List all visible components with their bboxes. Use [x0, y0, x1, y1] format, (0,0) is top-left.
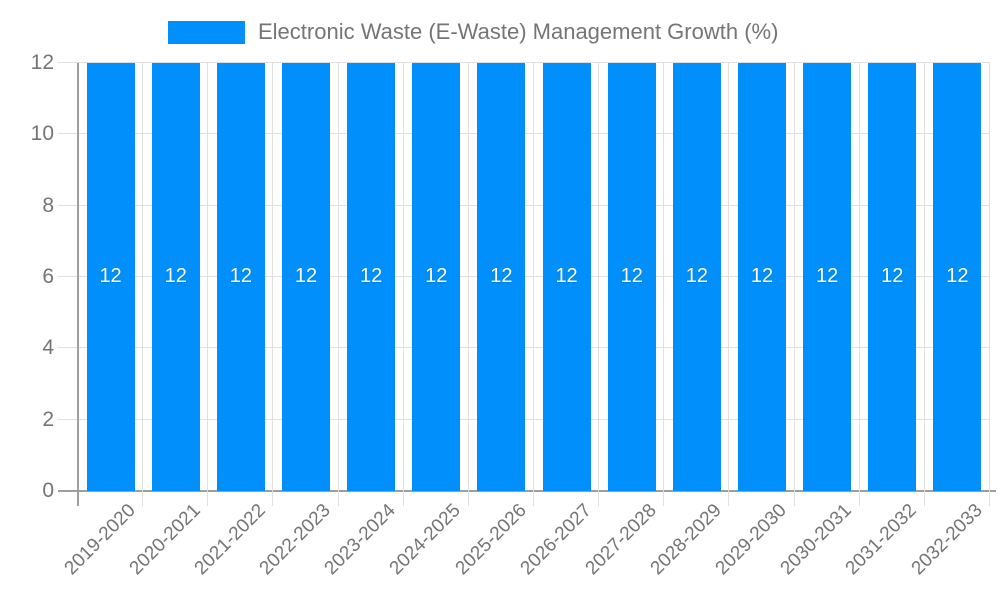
vertical-gridline — [923, 63, 925, 506]
bar[interactable]: 12 — [672, 63, 721, 491]
bar[interactable]: 12 — [738, 63, 786, 491]
vertical-gridline — [793, 63, 795, 506]
x-axis-tick-label: 2032-2033 — [907, 500, 987, 580]
bar-value-label: 12 — [881, 265, 904, 287]
vertical-gridline — [402, 63, 404, 506]
chart-legend[interactable]: Electronic Waste (E-Waste) Management Gr… — [168, 18, 778, 46]
bar-value-label: 12 — [750, 265, 774, 287]
bar[interactable]: 12 — [803, 63, 852, 491]
x-axis-tick-label: 2025-2026 — [451, 500, 531, 580]
bar[interactable]: 12 — [477, 63, 526, 491]
bar-value-label: 12 — [816, 265, 839, 287]
x-axis-tick-label: 2019-2020 — [60, 500, 140, 580]
vertical-gridline — [989, 63, 990, 506]
vertical-gridline — [858, 63, 860, 506]
bar-value-label: 12 — [685, 265, 708, 287]
bar[interactable]: 12 — [151, 63, 200, 491]
bar-value-label: 12 — [164, 265, 187, 287]
bar[interactable]: 12 — [868, 63, 917, 491]
legend-label: Electronic Waste (E-Waste) Management Gr… — [258, 19, 779, 44]
y-axis-tick-label: 8 — [42, 193, 54, 217]
vertical-gridline — [663, 63, 665, 506]
vertical-gridline — [272, 63, 274, 506]
vertical-gridline — [207, 63, 209, 506]
x-axis-line — [58, 490, 996, 492]
bar[interactable]: 12 — [607, 63, 656, 491]
vertical-gridline — [142, 63, 144, 506]
bar-value-label: 12 — [490, 265, 513, 287]
bar[interactable]: 12 — [933, 63, 982, 491]
bar[interactable]: 12 — [282, 63, 330, 491]
bar-value-label: 12 — [946, 265, 969, 287]
horizontal-gridline — [58, 62, 990, 63]
legend-swatch-icon — [168, 20, 245, 44]
bar-value-label: 12 — [229, 265, 252, 287]
vertical-gridline — [467, 63, 469, 506]
y-axis-tick-label: 4 — [42, 336, 54, 360]
bar[interactable]: 12 — [86, 63, 135, 491]
bar[interactable]: 12 — [347, 63, 396, 491]
bar[interactable]: 12 — [216, 63, 265, 491]
vertical-gridline — [337, 63, 339, 506]
vertical-gridline — [533, 63, 534, 506]
bar-value-label: 12 — [360, 265, 383, 287]
y-axis-tick-label: 12 — [30, 51, 54, 74]
y-axis-tick-label: 0 — [42, 479, 54, 502]
bar-value-label: 12 — [294, 265, 318, 287]
y-axis-tick-label: 2 — [42, 407, 54, 431]
y-axis-line — [77, 63, 79, 506]
bar-value-label: 12 — [99, 265, 122, 287]
vertical-gridline — [598, 63, 600, 506]
bar[interactable]: 12 — [412, 63, 461, 491]
bar[interactable]: 12 — [542, 63, 591, 491]
bar-value-label: 12 — [555, 265, 578, 287]
x-axis-tick-label: 2031-2032 — [842, 500, 922, 580]
bar-value-label: 12 — [620, 265, 643, 287]
y-axis-tick-label: 6 — [42, 265, 54, 288]
bar-value-label: 12 — [425, 265, 448, 287]
y-axis-tick-label: 10 — [30, 122, 54, 146]
vertical-gridline — [728, 63, 730, 506]
